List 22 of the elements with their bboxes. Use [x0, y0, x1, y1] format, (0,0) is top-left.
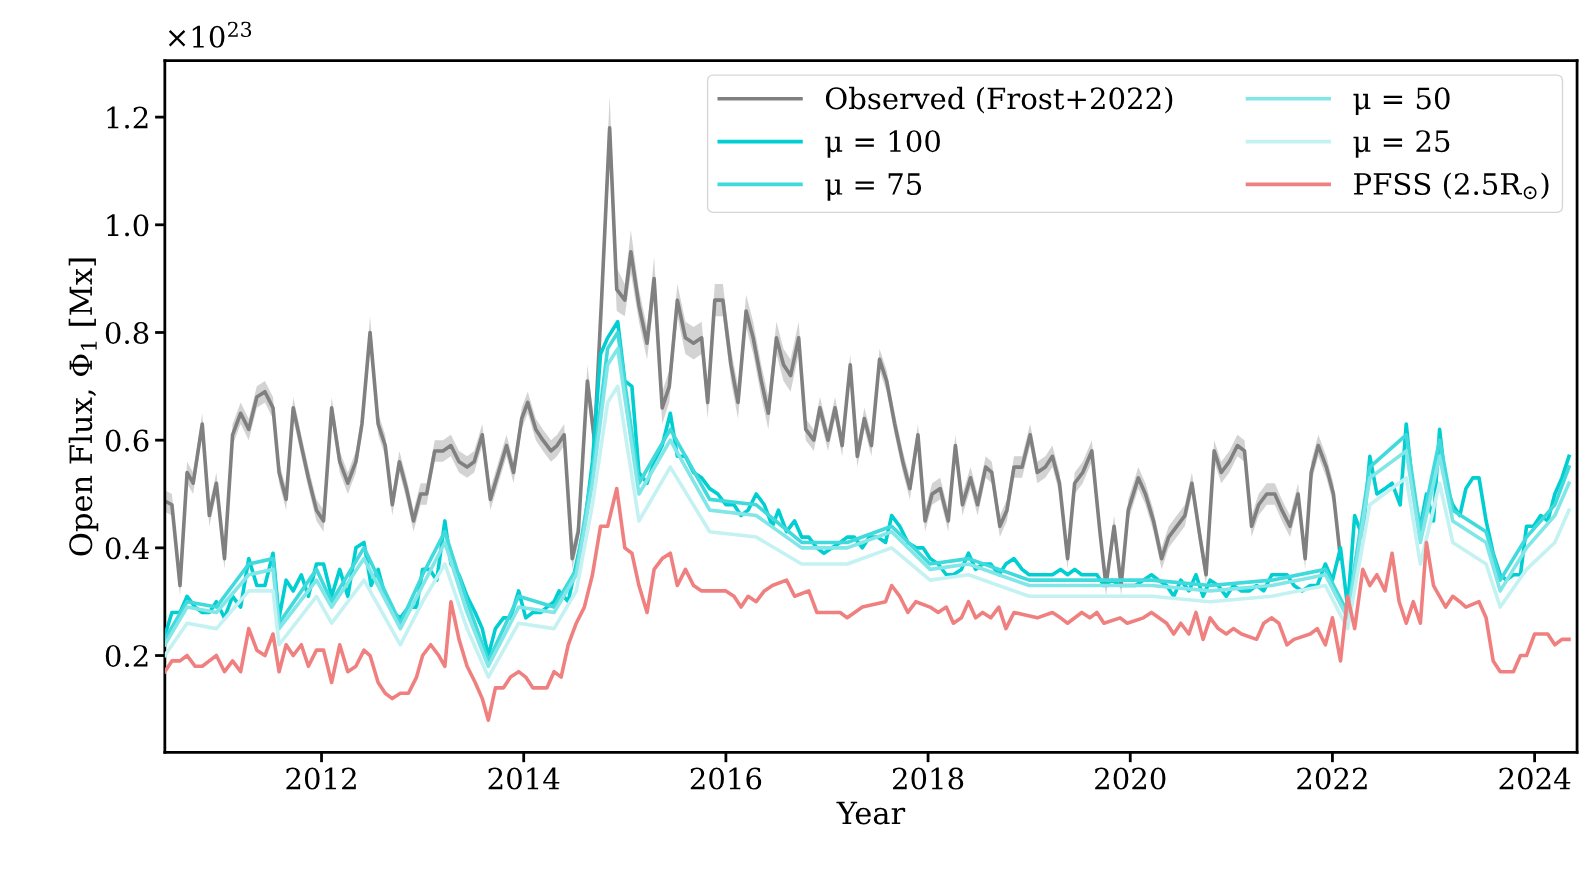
- y-tick-label: 1.2: [107, 106, 148, 129]
- x-tick-label: 2018: [892, 767, 964, 790]
- x-tick-label: 2014: [488, 767, 560, 790]
- y-tick-label: 0.8: [105, 321, 149, 344]
- text: ×10$^{23}$: [168, 21, 252, 48]
- legend-label: μ = 25: [1353, 130, 1450, 158]
- legend-label: μ = 50: [1353, 87, 1450, 116]
- legend-label: Observed (Frost+2022): [825, 86, 1173, 114]
- x-tick-label: 2022: [1297, 767, 1367, 790]
- y-axis-title: Open Flux, Φ$_{1}$ [Mx]: [68, 258, 99, 556]
- y-tick-label: 0.6: [105, 429, 149, 452]
- x-axis-title: Year: [836, 801, 906, 825]
- x-tick-label: 2020: [1095, 767, 1166, 790]
- y-tick-label: 0.2: [105, 644, 148, 668]
- y-tick-label: 0.4: [105, 537, 149, 560]
- y-tick-label: 1.0: [107, 214, 149, 237]
- x-tick-label: 2024: [1499, 767, 1571, 790]
- legend-label: PFSS (2.5R$_{⊙}$): [1354, 172, 1549, 200]
- legend-label: μ = 75: [825, 173, 922, 201]
- x-tick-label: 2012: [286, 767, 356, 790]
- legend-label: μ = 100: [825, 130, 940, 158]
- x-tick-label: 2016: [690, 767, 762, 790]
